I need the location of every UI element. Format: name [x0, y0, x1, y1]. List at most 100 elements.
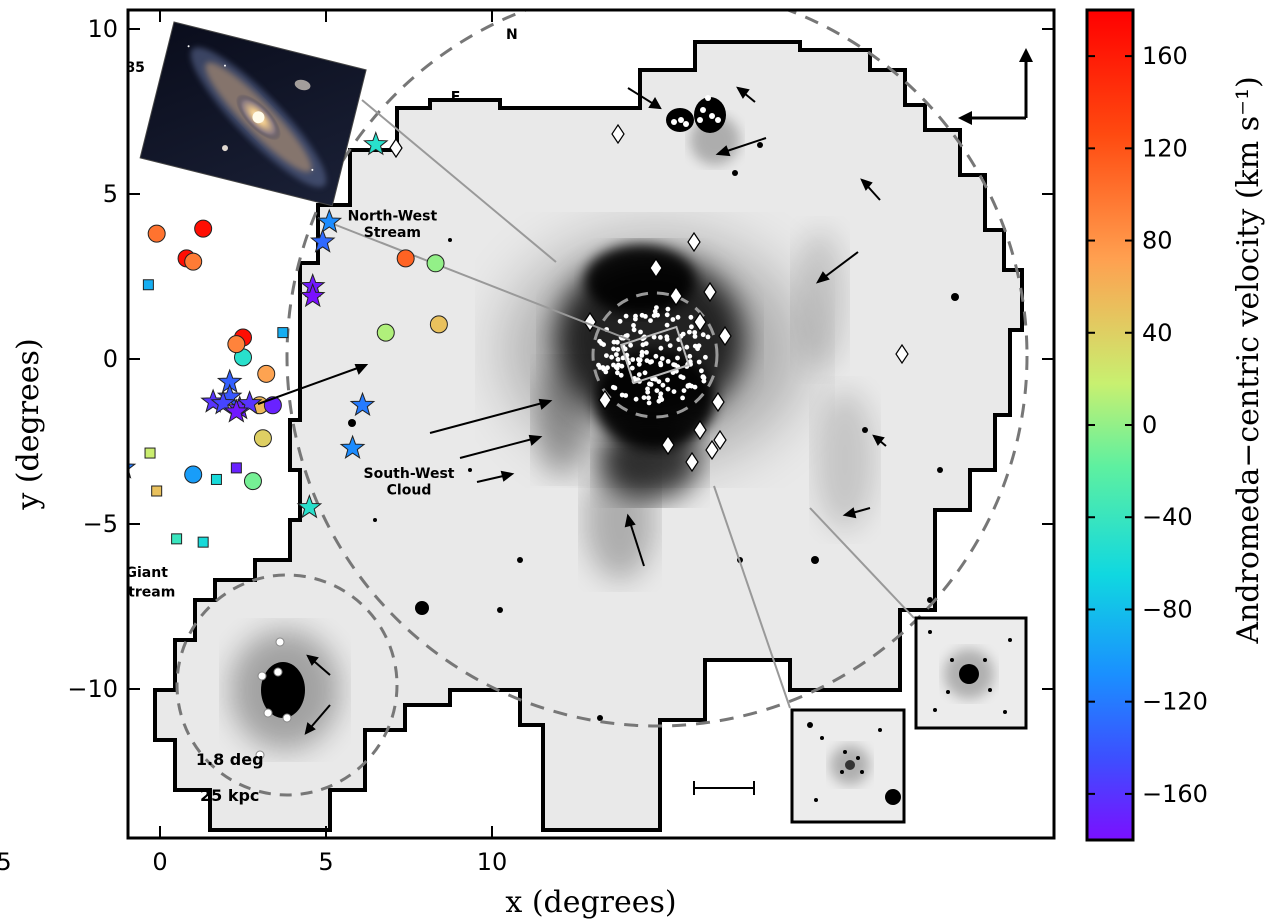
annotation-label: NGC185: [82, 60, 145, 76]
inner-halo-dots: [596, 305, 711, 406]
circle-marker: [32, 296, 49, 313]
square-marker: [62, 323, 72, 333]
annotation-label: 1.8 deg: [196, 750, 264, 769]
square-marker: [45, 316, 55, 326]
cluster-inset-right: [914, 616, 1028, 730]
square-marker: [69, 404, 79, 414]
colorbar-tick-label: −80: [1142, 595, 1193, 623]
cluster-inset-bottom: [790, 708, 906, 824]
y-tick-label: −10: [67, 675, 118, 703]
square-marker: [230, 462, 242, 474]
circle-marker: [147, 224, 166, 243]
star-marker: [363, 131, 389, 156]
circle-marker: [95, 628, 112, 645]
y-axis-title: y (degrees): [11, 338, 46, 510]
x-tick-label: −5: [0, 848, 12, 876]
circle-marker: [85, 339, 102, 356]
circle-marker: [243, 472, 262, 491]
star-marker: [339, 434, 366, 459]
square-marker: [65, 333, 75, 343]
square-marker: [45, 471, 55, 481]
white-diamonds: [389, 123, 909, 473]
annotation-label: Stream Cp: [0, 454, 5, 470]
axis-ticks: [128, 10, 1054, 838]
colorbar-tick-label: 120: [1142, 134, 1188, 162]
scale-bar: [693, 781, 755, 795]
star-marker: [49, 327, 72, 349]
annotation-label: 25 kpc: [200, 786, 259, 805]
star-marker: [236, 390, 263, 415]
circle-50kpc: [175, 573, 399, 797]
star-marker: [56, 302, 79, 324]
annotation-label: Stream D: [0, 430, 1, 446]
star-marker: [349, 391, 376, 417]
circle-marker: [227, 335, 246, 354]
circle-marker: [184, 465, 203, 484]
compass: [958, 48, 1033, 125]
y-tick-label: 0: [103, 345, 118, 373]
andromeda-photo-inset: [139, 21, 367, 207]
star-marker: [52, 322, 75, 344]
annotation-label: Stream: [364, 225, 421, 241]
x-tick-label: 0: [152, 848, 167, 876]
annotation-label: North-West: [348, 208, 438, 224]
inner-rectangle: [619, 325, 691, 385]
star-marker: [128, 463, 137, 479]
circle-marker: [396, 249, 415, 268]
x-tick-label: 5: [318, 848, 333, 876]
survey-image: [230, 97, 959, 750]
star-marker: [299, 282, 326, 308]
square-marker: [171, 533, 183, 545]
circle-marker: [42, 316, 59, 333]
square-marker: [112, 450, 122, 460]
annotation-label: South-West: [364, 466, 455, 482]
colorbar-tick-label: 80: [1142, 227, 1173, 255]
square-marker: [49, 116, 59, 126]
square-marker: [210, 473, 222, 485]
satellite-dots: [255, 95, 721, 760]
inset-connector-lines: [317, 99, 915, 709]
square-marker: [32, 677, 42, 687]
circle-marker: [194, 219, 213, 238]
y-tick-label: 5: [103, 180, 118, 208]
square-marker: [75, 430, 85, 440]
square-marker: [109, 293, 119, 303]
star-marker: [52, 331, 75, 353]
y-tick-label: −5: [83, 510, 118, 538]
circle-marker: [429, 315, 448, 334]
annotation-label: Cloud: [387, 482, 432, 498]
annotation-label: Stream: [118, 585, 175, 601]
circle-inner: [591, 291, 719, 419]
star-marker: [46, 479, 69, 501]
square-marker: [277, 327, 289, 339]
square-marker: [197, 536, 209, 548]
circle-marker: [426, 254, 445, 273]
velocity-markers: [0, 116, 448, 687]
colorbar-tick-label: −160: [1142, 780, 1208, 808]
colorbar-label: Andromeda−centric velocity (km s⁻¹): [1231, 76, 1266, 644]
square-marker: [144, 447, 156, 459]
annotation-arrows: [257, 86, 887, 735]
circle-150kpc: [285, 10, 1029, 728]
star-marker: [223, 398, 250, 423]
circle-marker: [376, 323, 395, 342]
plot-frame: [126, 8, 1056, 840]
circle-marker: [253, 429, 272, 448]
star-marker: [46, 449, 69, 471]
colorbar-ticks: [1087, 55, 1133, 795]
colorbar-tick-label: −120: [1142, 688, 1208, 716]
square-marker: [112, 309, 122, 319]
annotation-label: Giant: [125, 565, 168, 581]
circle-marker: [184, 252, 203, 271]
y-tick-label: 10: [87, 15, 118, 43]
annotation-label: E: [451, 90, 461, 106]
circle-marker: [0, 525, 3, 542]
star-marker: [296, 494, 323, 519]
square-marker: [151, 485, 163, 497]
colorbar-tick-label: −40: [1142, 503, 1193, 531]
x-tick-label: 10: [477, 848, 508, 876]
circle-marker: [52, 253, 69, 270]
survey-outline: [153, 40, 1024, 832]
